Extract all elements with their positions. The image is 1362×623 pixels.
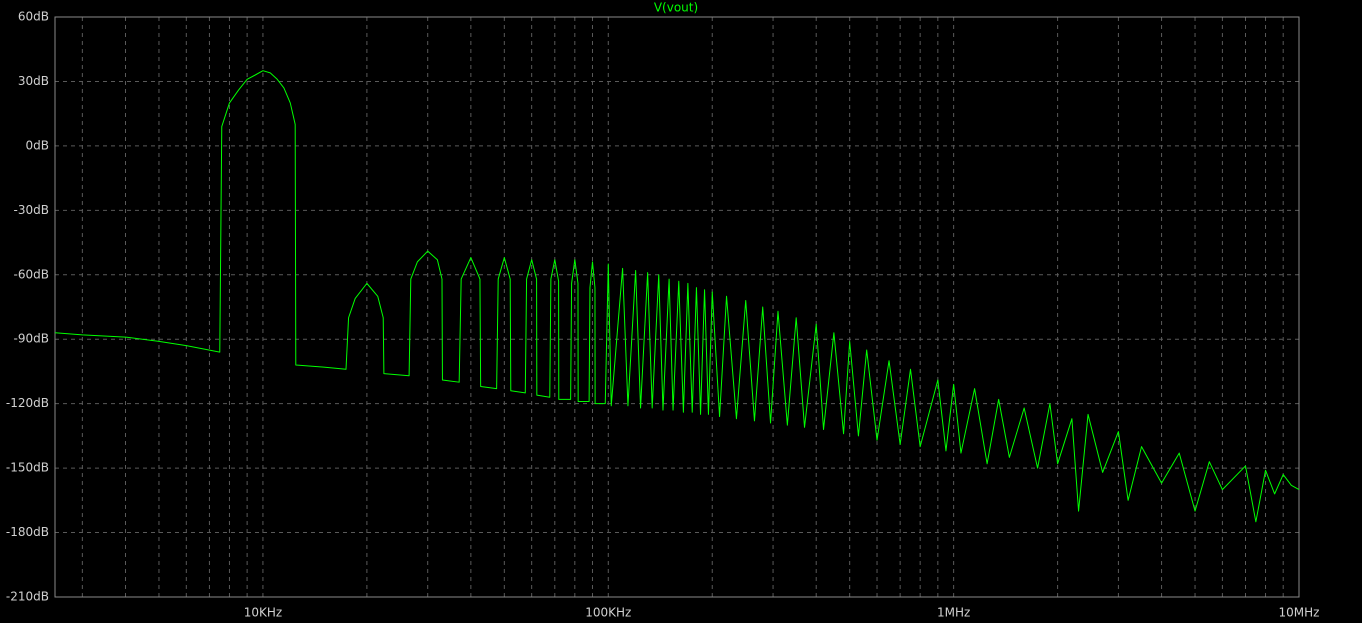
y-tick-label: -150dB (6, 461, 49, 475)
y-tick-label: 30dB (18, 74, 49, 88)
y-tick-label: -90dB (14, 332, 49, 346)
trace-name: V(vout) (654, 1, 698, 15)
trace (54, 70, 1300, 523)
y-tick-label: -180dB (6, 525, 49, 539)
plot-border (54, 16, 1300, 598)
y-tick-label: -210dB (6, 590, 49, 604)
x-tick-label: 1MHz (937, 606, 970, 620)
x-tick-label: 10KHz (244, 606, 282, 620)
x-tick-label: 10MHz (1279, 606, 1320, 620)
y-tick-label: 0dB (26, 138, 49, 152)
y-tick-label: -120dB (6, 396, 49, 410)
x-tick-label: 100KHz (585, 606, 631, 620)
y-tick-label: -30dB (14, 203, 49, 217)
y-tick-label: -60dB (14, 267, 49, 281)
y-tick-label: 60dB (18, 10, 49, 24)
